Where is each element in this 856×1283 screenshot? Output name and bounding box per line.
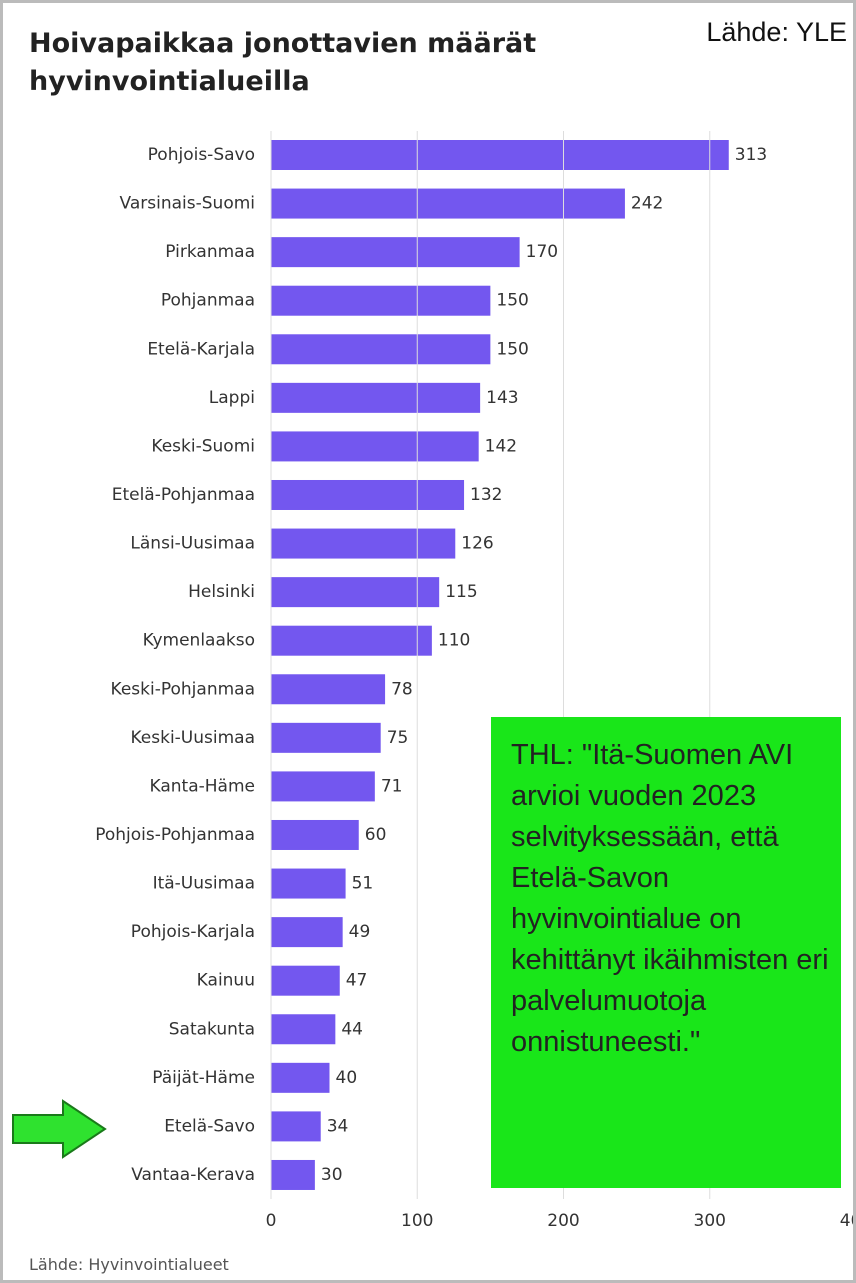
y-tick-label: Itä-Uusimaa — [153, 874, 255, 894]
y-tick-label: Länsi-Uusimaa — [130, 534, 255, 554]
value-label: 47 — [346, 971, 368, 991]
y-tick-label: Pohjois-Karjala — [131, 922, 255, 942]
y-tick-label: Etelä-Savo — [164, 1116, 255, 1136]
value-label: 34 — [327, 1116, 349, 1136]
source: Lähde: Hyvinvointialueet — [29, 1255, 229, 1274]
bar — [271, 188, 625, 219]
bar — [271, 479, 465, 510]
x-tick-label: 0 — [266, 1211, 277, 1231]
bar — [271, 674, 386, 705]
bar — [271, 1062, 330, 1093]
y-tick-label: Päijät-Häme — [152, 1068, 255, 1088]
y-tick-label: Varsinais-Suomi — [120, 194, 255, 214]
value-label: 30 — [321, 1165, 343, 1185]
y-tick-label: Pirkanmaa — [165, 242, 255, 262]
bar — [271, 577, 440, 608]
bar — [271, 285, 491, 316]
value-label: 40 — [336, 1068, 358, 1088]
bar — [271, 1111, 321, 1142]
bar — [271, 382, 481, 413]
bar — [271, 868, 346, 899]
value-label: 44 — [341, 1019, 363, 1039]
bar — [271, 334, 491, 365]
bar — [271, 140, 729, 170]
value-label: 49 — [349, 922, 371, 942]
y-tick-label: Pohjanmaa — [161, 291, 255, 311]
value-label: 242 — [631, 194, 663, 214]
value-label: 110 — [438, 631, 470, 651]
bar — [271, 819, 359, 850]
bar — [271, 528, 456, 559]
bar — [271, 917, 343, 948]
arrow — [12, 1099, 107, 1159]
chart-title: Hoivapaikkaa jonottavien määrät hyvinvoi… — [29, 28, 537, 97]
annotation: THL: "Itä-Suomen AVI arvioi vuoden 2023 … — [491, 717, 841, 1188]
x-tick-label: 400 — [840, 1211, 856, 1231]
y-tick-label: Pohjois-Savo — [148, 145, 255, 165]
value-label: 150 — [496, 291, 528, 311]
y-tick-label: Keski-Pohjanmaa — [111, 679, 255, 699]
y-tick-label: Lappi — [209, 388, 255, 408]
bar — [271, 965, 340, 996]
x-tick-label: 300 — [694, 1211, 726, 1231]
value-label: 75 — [387, 728, 409, 748]
chart: 30 Vantaa-Kerava 34 Etelä-Savo 40 Päijät-Häme… — [12, 131, 856, 1231]
value-label: 142 — [485, 436, 517, 456]
value-label: 51 — [352, 874, 374, 894]
y-tick-label: Helsinki — [188, 582, 255, 602]
bar — [271, 625, 432, 656]
y-tick-label: Vantaa-Kerava — [131, 1165, 255, 1185]
y-tick-label: Kanta-Häme — [150, 776, 255, 796]
y-tick-label: Pohjois-Pohjanmaa — [95, 825, 255, 845]
source: Lähde: YLE — [706, 17, 847, 47]
value-label: 71 — [381, 776, 403, 796]
bar — [271, 1014, 336, 1045]
y-tick-label: Etelä-Pohjanmaa — [112, 485, 255, 505]
value-label: 78 — [391, 679, 413, 699]
value-label: 60 — [365, 825, 387, 845]
bar — [271, 771, 375, 802]
bar — [271, 431, 479, 462]
x-tick-label: 100 — [401, 1211, 433, 1231]
y-tick-label: Kymenlaakso — [143, 631, 255, 651]
value-label: 143 — [486, 388, 518, 408]
y-tick-label: Kainuu — [197, 971, 255, 991]
value-label: 150 — [496, 339, 528, 359]
value-label: 132 — [470, 485, 502, 505]
bar — [271, 722, 381, 753]
bar — [271, 237, 520, 268]
x-tick-label: 200 — [547, 1211, 579, 1231]
y-tick-label: Keski-Uusimaa — [130, 728, 255, 748]
value-label: 170 — [526, 242, 558, 262]
y-tick-label: Keski-Suomi — [151, 436, 255, 456]
y-tick-label: Etelä-Karjala — [147, 339, 255, 359]
value-label: 313 — [735, 145, 767, 165]
value-label: 115 — [445, 582, 477, 602]
y-tick-label: Satakunta — [169, 1019, 255, 1039]
value-label: 126 — [461, 534, 493, 554]
bar — [271, 1159, 315, 1190]
